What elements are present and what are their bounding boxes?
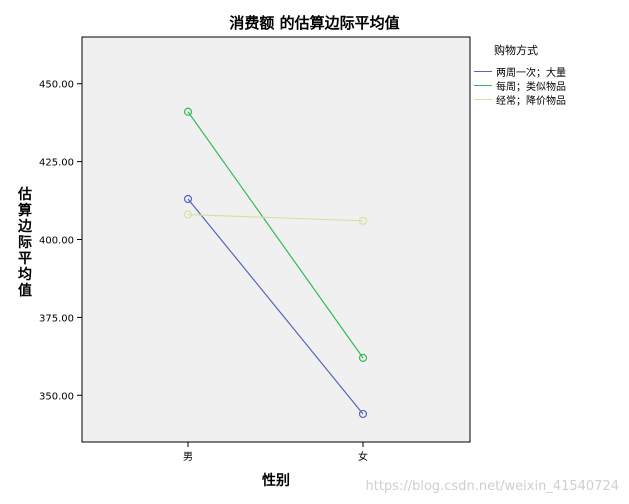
series-line (187, 213, 364, 222)
series-line (187, 111, 364, 359)
x-tick-label: 男 (183, 451, 193, 463)
plot-area (81, 36, 471, 443)
x-tick-label: 女 (358, 450, 368, 463)
y-tick-label: 450.00 (39, 80, 74, 91)
legend-item: 经常；降价物品 (474, 92, 566, 107)
watermark: https://blog.csdn.net/weixin_41540724 (365, 479, 619, 494)
legend-label: 经常；降价物品 (496, 95, 566, 107)
x-axis-label: 性别 (262, 473, 290, 489)
chart-title: 消费额 的估算边际平均值 (229, 14, 400, 32)
legend-label: 两周一次；大量 (496, 67, 566, 79)
y-tick-label: 425.00 (39, 158, 74, 169)
y-tick-label: 400.00 (39, 236, 74, 247)
legend-label: 每周；类似物品 (496, 81, 566, 93)
data-point (183, 210, 193, 219)
y-axis: 350.00 375.00 400.00 425.00 450.00 (39, 80, 82, 402)
legend: 两周一次；大量 每周；类似物品 经常；降价物品 (474, 64, 566, 107)
series-line (187, 198, 364, 415)
data-point (358, 216, 368, 225)
x-axis: 男女 (183, 442, 368, 463)
data-point (358, 409, 368, 419)
legend-swatch (474, 84, 492, 86)
legend-item: 每周；类似物品 (474, 78, 566, 93)
legend-swatch (474, 98, 492, 100)
data-point (183, 107, 193, 116)
data-point (358, 353, 368, 362)
legend-swatch (474, 70, 492, 72)
y-tick-label: 350.00 (39, 391, 74, 402)
data-point (183, 194, 193, 204)
y-axis-label: 估算边际平均值 (18, 187, 32, 299)
y-tick-label: 375.00 (39, 313, 74, 324)
legend-title: 购物方式 (494, 44, 538, 57)
legend-item: 两周一次；大量 (474, 64, 566, 79)
series-lines (183, 107, 368, 419)
